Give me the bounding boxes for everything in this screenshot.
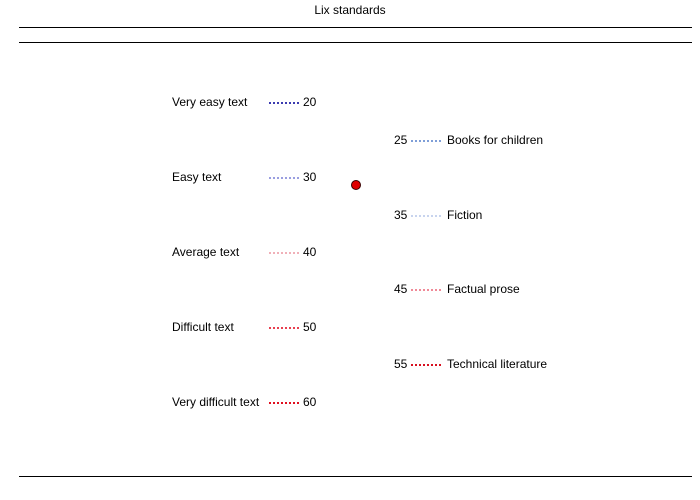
lix-value: 45 — [394, 282, 408, 296]
text-type-row-factual-prose: 45 Factual prose — [394, 282, 594, 296]
difficulty-label: Very easy text — [172, 95, 248, 109]
difficulty-row-average: Average text 40 — [172, 245, 332, 259]
dotted-connector — [269, 102, 299, 104]
difficulty-label: Very difficult text — [172, 395, 260, 409]
dotted-connector — [411, 140, 441, 142]
text-type-label: Books for children — [447, 133, 544, 147]
text-type-row-fiction: 35 Fiction — [394, 208, 594, 222]
lix-value: 35 — [394, 208, 408, 222]
difficulty-label: Average text — [172, 245, 240, 259]
difficulty-row-easy: Easy text 30 — [172, 170, 332, 184]
difficulty-label: Difficult text — [172, 320, 234, 334]
dotted-connector — [269, 402, 299, 404]
difficulty-label: Easy text — [172, 170, 222, 184]
dotted-connector — [411, 215, 441, 217]
dotted-connector — [411, 364, 441, 366]
lix-value: 25 — [394, 133, 408, 147]
dotted-connector — [269, 327, 299, 329]
dotted-connector — [411, 289, 441, 291]
top-divider — [19, 27, 692, 28]
lix-value: 30 — [303, 170, 317, 184]
difficulty-row-difficult: Difficult text 50 — [172, 320, 332, 334]
text-type-row-technical: 55 Technical literature — [394, 357, 594, 371]
difficulty-row-very-easy: Very easy text 20 — [172, 95, 332, 109]
page-title: Lix standards — [314, 3, 386, 17]
text-type-label: Fiction — [447, 208, 483, 222]
lix-value: 20 — [303, 95, 317, 109]
text-type-row-children: 25 Books for children — [394, 133, 594, 147]
dotted-connector — [269, 177, 299, 179]
current-lix-marker[interactable] — [351, 180, 361, 190]
lix-value: 55 — [394, 357, 408, 371]
difficulty-row-very-difficult: Very difficult text 60 — [172, 395, 332, 409]
lix-value: 40 — [303, 245, 317, 259]
lix-value: 60 — [303, 395, 317, 409]
lix-value: 50 — [303, 320, 317, 334]
dotted-connector — [269, 252, 299, 254]
header-divider — [19, 42, 692, 43]
text-type-label: Factual prose — [447, 282, 520, 296]
bottom-divider — [19, 476, 692, 477]
text-type-label: Technical literature — [447, 357, 548, 371]
